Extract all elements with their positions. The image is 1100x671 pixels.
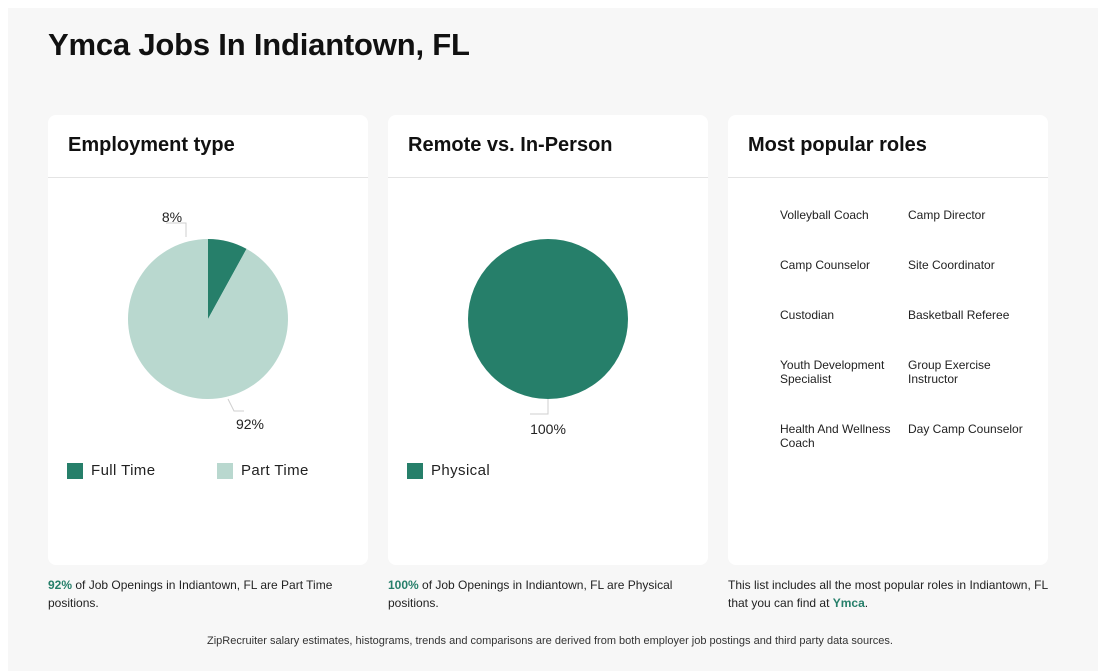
remote-card-title: Remote vs. In-Person <box>408 134 613 156</box>
employment-card-header: Employment type <box>48 115 368 178</box>
role-item[interactable]: Group Exercise Instructor <box>908 358 991 386</box>
remote-caption: 100% of Job Openings in Indiantown, FL a… <box>388 576 718 612</box>
legend-swatch-part-time <box>217 462 233 479</box>
legend-item-physical[interactable]: Physical <box>407 462 557 479</box>
pie-data-label-physical: 100% <box>530 421 566 437</box>
employment-caption-value: 92% <box>48 578 73 592</box>
employment-legend: Full Time Part Time <box>67 462 367 479</box>
ymca-link[interactable]: Ymca <box>832 596 865 610</box>
legend-label-part-time: Part Time <box>241 462 309 479</box>
pie-label-leader-part-time <box>227 398 244 412</box>
legend-label-full-time: Full Time <box>91 462 156 479</box>
employment-card-title: Employment type <box>68 134 235 156</box>
legend-item-full-time[interactable]: Full Time <box>67 462 217 479</box>
popular-roles-card: Most popular roles Volleyball Coach Camp… <box>728 115 1048 565</box>
roles-card-title: Most popular roles <box>748 134 927 156</box>
footer-disclaimer: ZipRecruiter salary estimates, histogram… <box>207 635 893 647</box>
remote-card: Remote vs. In-Person 100% Physical <box>388 115 708 565</box>
role-item[interactable]: Health And Wellness Coach <box>780 422 891 450</box>
remote-caption-text: of Job Openings in Indiantown, FL are Ph… <box>388 578 673 610</box>
pie-slice-part-time <box>127 239 288 399</box>
employment-caption: 92% of Job Openings in Indiantown, FL ar… <box>48 576 378 612</box>
pie-label-leader-physical <box>530 399 549 415</box>
employment-pie-chart: 8% 92% <box>127 209 288 432</box>
pie-data-label-part-time: 92% <box>236 416 264 432</box>
roles-list: Volleyball Coach Camp Director Camp Coun… <box>780 207 1040 471</box>
pie-data-label-full-time: 8% <box>162 209 182 225</box>
role-item[interactable]: Camp Counselor <box>780 258 871 272</box>
legend-swatch-full-time <box>67 462 83 479</box>
role-item[interactable]: Custodian <box>780 308 835 322</box>
role-item[interactable]: Day Camp Counselor <box>908 422 1023 436</box>
remote-caption-value: 100% <box>388 578 419 592</box>
remote-legend: Physical <box>407 462 557 479</box>
role-item[interactable]: Volleyball Coach <box>780 208 869 222</box>
roles-card-header: Most popular roles <box>728 115 1048 178</box>
role-item[interactable]: Basketball Referee <box>908 308 1010 322</box>
remote-pie-chart: 100% <box>468 239 628 437</box>
pie-slice-full-time <box>208 239 247 319</box>
legend-swatch-physical <box>407 462 423 479</box>
page-title: Ymca Jobs In Indiantown, FL <box>48 27 470 62</box>
role-item[interactable]: Camp Director <box>908 208 986 222</box>
roles-caption: This list includes all the most popular … <box>728 576 1058 612</box>
remote-card-header: Remote vs. In-Person <box>388 115 708 178</box>
employment-type-card: Employment type 8% 92% Full Time Part Tim… <box>48 115 368 565</box>
employment-caption-text: of Job Openings in Indiantown, FL are Pa… <box>48 578 333 610</box>
pie-slice-physical <box>468 239 628 399</box>
legend-item-part-time[interactable]: Part Time <box>217 462 367 479</box>
roles-caption-end: . <box>864 596 869 610</box>
role-item[interactable]: Youth Development Specialist <box>780 358 885 386</box>
pie-label-leader-full-time <box>166 222 187 237</box>
roles-caption-text: This list includes all the most popular … <box>728 578 1048 610</box>
role-item[interactable]: Site Coordinator <box>908 258 995 272</box>
legend-label-physical: Physical <box>431 462 491 479</box>
